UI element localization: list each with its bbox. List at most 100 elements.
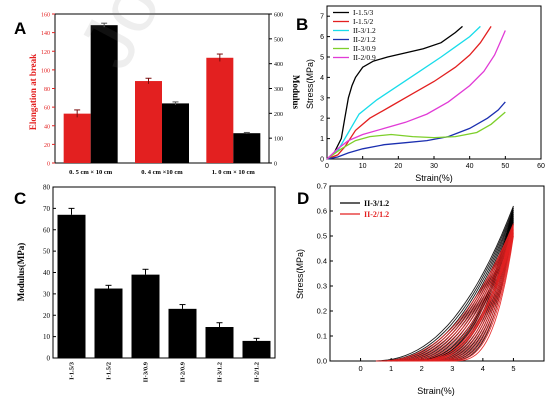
- c-category-label: II-3/0.9: [143, 361, 150, 382]
- b-series-line-3: [326, 101, 506, 160]
- b-legend-label: I-1.5/2: [353, 17, 373, 26]
- d-y-tick-label: 0.3: [317, 282, 327, 291]
- a-right-tick-label: 200: [274, 112, 283, 118]
- d-y-tick-label: 0.1: [317, 332, 327, 341]
- c-category-label: II-3/1.2: [217, 362, 224, 382]
- b-x-tick-label: 60: [537, 163, 545, 170]
- a-right-tick-label: 400: [274, 62, 283, 68]
- c-y-tick-label: 70: [43, 205, 51, 213]
- d-y-tick-label: 0.5: [317, 232, 327, 241]
- a-left-tick-label: 160: [41, 13, 50, 19]
- b-x-tick-label: 10: [359, 163, 367, 170]
- b-y-tick-label: 2: [320, 116, 324, 123]
- b-legend-label: I-1.5/3: [353, 8, 373, 17]
- d-y-tick-label: 0.2: [317, 307, 327, 316]
- d-x-tick-label: 5: [511, 364, 515, 373]
- c-bar: [94, 288, 123, 358]
- b-x-tick-label: 40: [466, 163, 474, 170]
- c-bar: [205, 327, 234, 358]
- a-left-tick-label: 100: [41, 68, 50, 74]
- d-cycle-loop-1: [381, 224, 514, 362]
- a-left-tick-label: 120: [41, 50, 50, 56]
- panel-b-x-axis-label: Strain(%): [415, 173, 453, 183]
- a-category-label: 1. 0 cm × 10 cm: [212, 169, 256, 176]
- d-cycle-loop-1: [408, 231, 514, 362]
- panel-b-y-axis-label: Stress(MPa): [305, 59, 315, 109]
- c-bar: [168, 308, 197, 358]
- a-left-tick-label: 140: [41, 31, 50, 37]
- a-bar-elongation: [206, 57, 234, 163]
- a-right-tick-label: 600: [274, 13, 283, 19]
- panel-label-d: D: [297, 189, 309, 208]
- a-left-tick-label: 20: [44, 143, 50, 149]
- panel-b: B Stress(MPa) Strain(%) 0 10 20 30 40 50 60 0 1 2…: [296, 5, 545, 183]
- b-x-tick-label: 50: [501, 163, 509, 170]
- b-legend-label: II-3/0.9: [353, 44, 376, 53]
- c-y-tick-label: 50: [43, 248, 51, 256]
- d-cycle-loop-0: [396, 215, 514, 362]
- a-bar-elongation: [135, 81, 162, 163]
- d-cycle-loop-1: [413, 233, 514, 362]
- c-bar: [57, 214, 86, 358]
- panel-d-y-axis-label: Stress(MPa): [295, 249, 305, 299]
- b-series-line-4: [326, 111, 506, 160]
- c-bar: [242, 340, 271, 358]
- panel-a-left-axis-label: Elongation at break: [28, 54, 38, 130]
- c-y-tick-label: 40: [43, 269, 51, 277]
- a-right-tick-label: 300: [274, 87, 283, 93]
- c-y-tick-label: 30: [43, 290, 51, 298]
- panel-c-plot-frame: [52, 186, 276, 359]
- b-y-tick-label: 6: [320, 34, 324, 41]
- b-legend-label: II-2/0.9: [353, 53, 376, 62]
- b-y-tick-label: 1: [320, 136, 324, 143]
- b-legend-label: II-3/1.2: [353, 26, 376, 35]
- a-right-tick-label: 0: [274, 162, 277, 168]
- a-left-tick-label: 40: [44, 124, 50, 130]
- b-legend-label: II-2/1.2: [353, 35, 376, 44]
- c-y-tick-label: 80: [43, 184, 51, 192]
- d-cycle-loop-1: [402, 230, 514, 362]
- c-y-tick-label: 10: [43, 333, 51, 341]
- b-x-tick-label: 0: [325, 163, 329, 170]
- d-cycle-loop-1: [392, 227, 514, 362]
- panel-d: D Stress(MPa) Strain(%) 0 1 2 3 4 5 0.0 0.1 0.2 0…: [295, 182, 545, 396]
- panel-c-y-axis-label: Modulus(MPa): [16, 243, 26, 302]
- c-bar: [131, 274, 160, 358]
- d-y-tick-label: 0.7: [317, 182, 327, 191]
- d-cycle-loop-1: [397, 228, 514, 362]
- b-series-line-5: [326, 30, 506, 160]
- b-y-tick-label: 3: [320, 95, 324, 102]
- a-bar-modulus: [233, 133, 261, 163]
- d-legend-label: II-3/1.2: [364, 199, 389, 208]
- d-legend-label: II-2/1.2: [364, 210, 389, 219]
- c-category-label: II-2/0.9: [180, 361, 187, 382]
- panel-label-a: A: [14, 19, 26, 38]
- c-y-tick-label: 0: [47, 355, 51, 363]
- b-series-line-2: [326, 25, 481, 160]
- a-left-tick-label: 0: [47, 162, 50, 168]
- c-y-tick-label: 60: [43, 226, 51, 234]
- d-cycle-loop-1: [419, 234, 514, 362]
- panel-label-c: C: [14, 189, 26, 208]
- d-x-tick-label: 3: [450, 364, 454, 373]
- d-y-tick-label: 0.4: [317, 257, 327, 266]
- panel-c: C Modulus(MPa) 0 10 20 30 40 50 60 70 80 I-1.5/3 I…: [14, 184, 276, 382]
- b-y-tick-label: 0: [320, 157, 324, 164]
- d-cycle-loop-0: [369, 205, 514, 362]
- c-y-tick-label: 20: [43, 312, 51, 320]
- a-right-tick-label: 500: [274, 37, 283, 43]
- a-category-label: 0. 5 cm × 10 cm: [69, 169, 113, 176]
- a-bar-elongation: [63, 113, 91, 163]
- b-x-tick-label: 20: [394, 163, 402, 170]
- panel-a-right-axis-label: Modulus: [291, 75, 301, 110]
- d-x-tick-label: 2: [420, 364, 424, 373]
- d-cycle-loop-1: [424, 235, 514, 362]
- panel-d-x-axis-label: Strain(%): [417, 386, 455, 396]
- b-y-tick-label: 4: [320, 75, 324, 82]
- c-category-label: II-2/1.2: [254, 362, 261, 382]
- d-x-tick-label: 0: [358, 364, 362, 373]
- d-y-tick-label: 0.0: [317, 357, 327, 366]
- d-cycle-loop-1: [386, 226, 514, 362]
- a-right-tick-label: 100: [274, 137, 283, 143]
